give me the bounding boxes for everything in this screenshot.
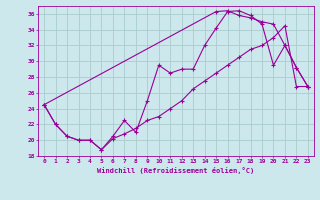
X-axis label: Windchill (Refroidissement éolien,°C): Windchill (Refroidissement éolien,°C) xyxy=(97,167,255,174)
